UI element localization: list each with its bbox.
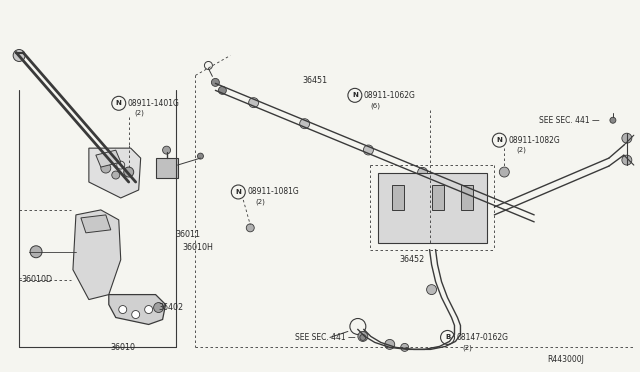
Text: (6): (6) xyxy=(371,102,381,109)
Circle shape xyxy=(119,305,127,314)
Circle shape xyxy=(358,331,368,341)
Polygon shape xyxy=(89,148,141,198)
Text: 36010H: 36010H xyxy=(182,243,213,252)
Circle shape xyxy=(360,334,366,340)
Text: (2): (2) xyxy=(134,109,145,116)
Circle shape xyxy=(163,146,171,154)
Text: 36451: 36451 xyxy=(302,76,327,85)
Text: N: N xyxy=(352,92,358,98)
Circle shape xyxy=(622,133,632,143)
Circle shape xyxy=(198,153,204,159)
Circle shape xyxy=(610,117,616,123)
Circle shape xyxy=(30,246,42,258)
Text: 08911-1401G: 08911-1401G xyxy=(128,99,180,108)
Text: B: B xyxy=(445,334,450,340)
Circle shape xyxy=(145,305,152,314)
Circle shape xyxy=(385,339,395,349)
Text: 36452: 36452 xyxy=(400,255,425,264)
Text: 36402: 36402 xyxy=(159,303,184,312)
Circle shape xyxy=(300,119,310,129)
Polygon shape xyxy=(73,210,121,299)
Circle shape xyxy=(418,167,428,177)
Text: 36010D: 36010D xyxy=(21,275,52,284)
Text: N: N xyxy=(116,100,122,106)
Text: (2): (2) xyxy=(516,147,526,153)
Circle shape xyxy=(211,78,220,86)
Circle shape xyxy=(132,311,140,318)
Circle shape xyxy=(154,302,164,312)
Circle shape xyxy=(427,285,436,295)
Polygon shape xyxy=(109,295,166,324)
Text: (2): (2) xyxy=(463,344,472,351)
Text: 36010: 36010 xyxy=(110,343,135,352)
Circle shape xyxy=(112,171,120,179)
Text: 08911-1081G: 08911-1081G xyxy=(247,187,299,196)
Text: 08911-1062G: 08911-1062G xyxy=(364,91,416,100)
Text: N: N xyxy=(497,137,502,143)
Circle shape xyxy=(249,98,259,108)
Bar xyxy=(461,185,474,210)
Circle shape xyxy=(499,167,509,177)
Circle shape xyxy=(622,155,632,165)
Text: SEE SEC. 441 —: SEE SEC. 441 — xyxy=(539,116,600,125)
Text: (2): (2) xyxy=(255,199,265,205)
Bar xyxy=(431,185,444,210)
Circle shape xyxy=(246,224,254,232)
Circle shape xyxy=(465,187,476,197)
Bar xyxy=(156,158,177,178)
Circle shape xyxy=(101,163,111,173)
Circle shape xyxy=(218,86,227,94)
Text: 08147-0162G: 08147-0162G xyxy=(456,333,509,342)
Circle shape xyxy=(401,343,409,352)
Bar xyxy=(392,185,404,210)
Polygon shape xyxy=(96,150,121,167)
Text: 08911-1082G: 08911-1082G xyxy=(508,136,560,145)
Text: R443000J: R443000J xyxy=(547,355,584,364)
Circle shape xyxy=(124,167,134,177)
Polygon shape xyxy=(81,215,111,233)
Text: 36011: 36011 xyxy=(175,230,200,239)
Circle shape xyxy=(364,145,373,155)
Text: N: N xyxy=(236,189,241,195)
Bar xyxy=(378,173,488,243)
Text: SEE SEC. 441 —: SEE SEC. 441 — xyxy=(295,333,356,342)
Circle shape xyxy=(13,49,25,61)
